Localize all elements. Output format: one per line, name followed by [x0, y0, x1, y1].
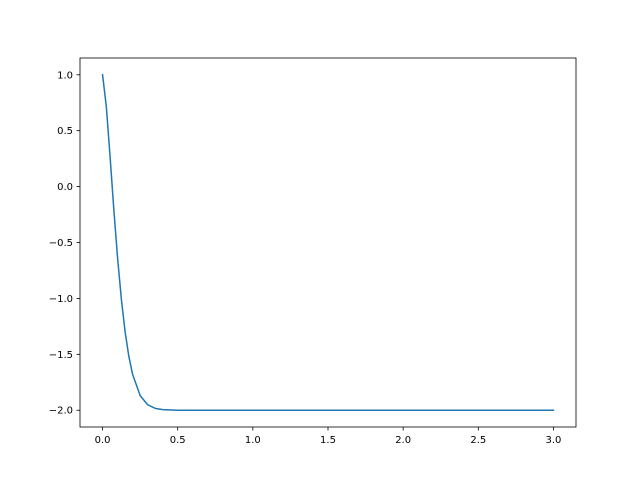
series-line-0 — [101, 73, 555, 411]
x-tick-label: 1.0 — [245, 435, 261, 446]
y-tick-label: −0.5 — [49, 238, 73, 249]
x-tick-label: 0.0 — [95, 435, 111, 446]
x-tick-label: 2.5 — [470, 435, 486, 446]
x-tick-label: 0.5 — [170, 435, 186, 446]
y-tick-label: 0.0 — [57, 182, 73, 193]
y-tick-label: 1.0 — [57, 70, 73, 81]
y-tick-label: −1.5 — [49, 350, 73, 361]
y-tick-label: 0.5 — [57, 126, 73, 137]
x-tick-label: 2.0 — [395, 435, 411, 446]
y-tick-label: −2.0 — [49, 406, 73, 417]
y-tick-label: −1.0 — [49, 294, 73, 305]
x-tick-label: 3.0 — [546, 435, 562, 446]
x-tick-label: 1.5 — [320, 435, 336, 446]
